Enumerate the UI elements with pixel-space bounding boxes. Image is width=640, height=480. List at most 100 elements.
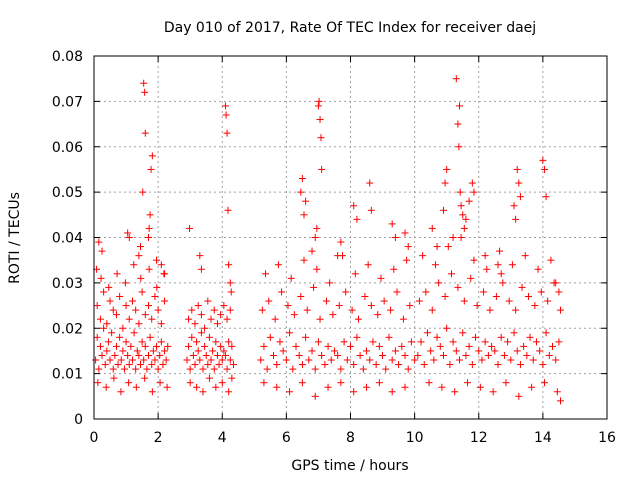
data-point bbox=[314, 338, 322, 346]
data-point bbox=[316, 116, 324, 124]
data-point bbox=[508, 261, 516, 269]
data-point bbox=[148, 315, 156, 323]
data-point bbox=[379, 351, 387, 359]
data-point bbox=[366, 356, 374, 364]
data-point bbox=[439, 206, 447, 214]
y-axis-title: ROTI / TECUs bbox=[7, 192, 23, 284]
data-point bbox=[510, 329, 518, 337]
data-point bbox=[489, 388, 497, 396]
data-point bbox=[317, 134, 325, 142]
data-point bbox=[457, 202, 465, 210]
data-point bbox=[382, 365, 390, 373]
data-point bbox=[342, 288, 350, 296]
data-point bbox=[420, 361, 428, 369]
data-point bbox=[443, 165, 451, 173]
data-point bbox=[197, 311, 205, 319]
data-point bbox=[375, 379, 383, 387]
data-point bbox=[526, 333, 534, 341]
data-point bbox=[218, 356, 226, 364]
data-point bbox=[217, 342, 225, 350]
x-axis-title: GPS time / hours bbox=[291, 458, 408, 474]
data-point bbox=[528, 383, 536, 391]
data-point bbox=[531, 302, 539, 310]
data-point bbox=[145, 234, 153, 241]
data-point bbox=[417, 338, 425, 346]
grid bbox=[94, 56, 607, 419]
data-point bbox=[353, 333, 361, 341]
data-point bbox=[141, 88, 149, 96]
data-point bbox=[324, 383, 332, 391]
data-point bbox=[452, 75, 460, 83]
data-point bbox=[348, 306, 356, 314]
data-point bbox=[146, 211, 154, 219]
data-point bbox=[446, 361, 454, 369]
data-point bbox=[209, 347, 217, 355]
y-tick-label: 0.04 bbox=[52, 231, 83, 247]
data-point bbox=[441, 179, 449, 187]
data-point bbox=[480, 288, 488, 296]
data-point bbox=[548, 342, 556, 350]
data-point bbox=[467, 274, 475, 282]
data-point bbox=[110, 374, 118, 382]
data-point bbox=[521, 252, 529, 260]
data-point bbox=[204, 297, 212, 305]
data-point bbox=[327, 356, 335, 364]
data-point bbox=[197, 265, 205, 273]
data-point bbox=[226, 356, 234, 364]
data-point bbox=[95, 365, 103, 373]
data-point bbox=[414, 351, 422, 359]
data-point bbox=[552, 356, 560, 364]
data-point bbox=[201, 342, 209, 350]
data-point bbox=[326, 279, 334, 287]
data-point bbox=[139, 188, 147, 196]
data-point bbox=[130, 261, 138, 269]
y-tick-label: 0 bbox=[74, 412, 83, 428]
data-point bbox=[204, 361, 212, 369]
data-point bbox=[279, 347, 287, 355]
data-point bbox=[494, 361, 502, 369]
data-point bbox=[197, 329, 205, 337]
data-point bbox=[157, 320, 165, 328]
data-point bbox=[135, 351, 143, 359]
data-point bbox=[183, 356, 191, 364]
data-point bbox=[148, 388, 156, 396]
data-point bbox=[404, 243, 412, 251]
data-point bbox=[207, 315, 215, 323]
data-point bbox=[455, 143, 463, 151]
data-point bbox=[557, 306, 565, 314]
data-point bbox=[305, 356, 313, 364]
data-point bbox=[515, 392, 523, 400]
data-point bbox=[221, 351, 229, 359]
data-point bbox=[125, 379, 133, 387]
data-point bbox=[311, 365, 319, 373]
data-point bbox=[427, 347, 435, 355]
data-point bbox=[93, 302, 101, 310]
data-point bbox=[263, 365, 271, 373]
data-point bbox=[423, 329, 431, 337]
data-point bbox=[228, 374, 236, 382]
data-point bbox=[125, 315, 133, 323]
data-point bbox=[151, 292, 159, 300]
data-point bbox=[113, 270, 121, 278]
data-point bbox=[154, 306, 162, 314]
data-point bbox=[462, 351, 470, 359]
data-point bbox=[539, 361, 547, 369]
data-point bbox=[262, 270, 270, 278]
data-point bbox=[329, 311, 337, 319]
data-point bbox=[459, 329, 467, 337]
data-point bbox=[456, 356, 464, 364]
data-point bbox=[454, 283, 462, 291]
data-points bbox=[92, 75, 565, 405]
data-point bbox=[106, 356, 114, 364]
data-point bbox=[104, 338, 112, 346]
data-point bbox=[488, 342, 496, 350]
data-point bbox=[404, 365, 412, 373]
data-point bbox=[225, 261, 233, 269]
data-point bbox=[411, 356, 419, 364]
data-point bbox=[145, 351, 153, 359]
data-point bbox=[141, 311, 149, 319]
data-point bbox=[130, 329, 138, 337]
data-point bbox=[186, 379, 194, 387]
data-point bbox=[109, 306, 117, 314]
data-point bbox=[112, 342, 120, 350]
